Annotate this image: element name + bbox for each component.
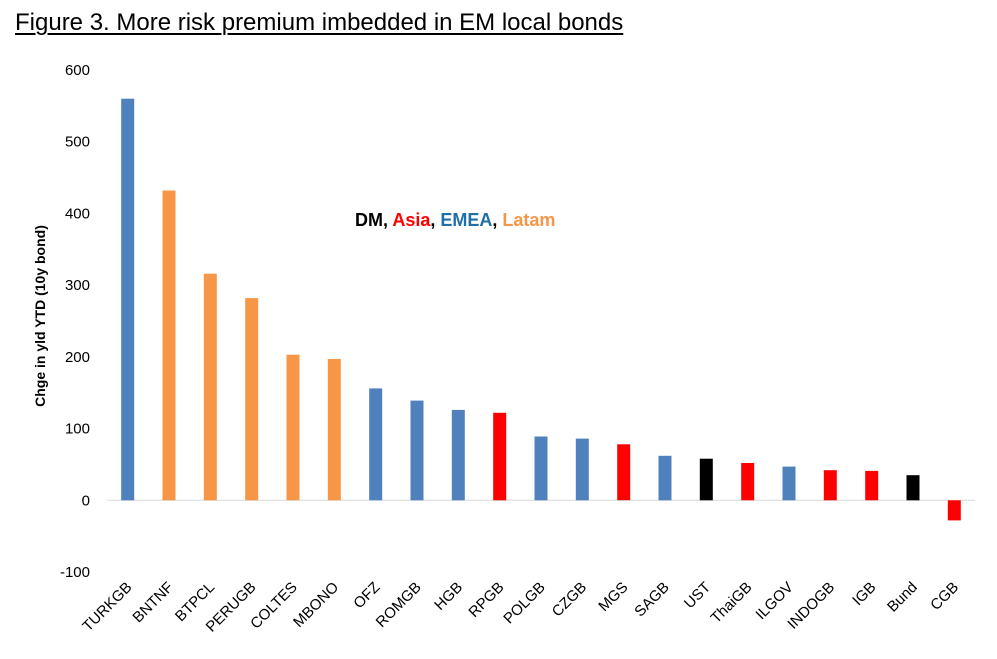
bar-bntnf [162, 190, 176, 501]
x-tick-label: POLGB [500, 579, 549, 628]
y-tick-label: 200 [65, 349, 90, 366]
legend-emea: EMEA [440, 210, 492, 230]
y-tick-label: 0 [82, 492, 90, 509]
bar-indogb [823, 470, 837, 501]
x-tick-label: UST [681, 579, 714, 612]
bar-perugb [245, 298, 259, 501]
bar-sagb [658, 455, 672, 501]
y-tick-label: 600 [65, 62, 90, 79]
y-axis: -100 0 100 200 300 400 500 600 [60, 62, 90, 581]
x-tick-label: CGB [927, 579, 962, 614]
legend-asia: Asia [392, 210, 431, 230]
bar-polgb [534, 436, 548, 501]
x-tick-label: MBONO [290, 579, 342, 631]
bar-ilgov [782, 466, 796, 501]
chart-title: Figure 3. More risk premium imbedded in … [15, 9, 624, 36]
bar-ust [699, 458, 713, 501]
legend: DM, Asia, EMEA, Latam [355, 210, 555, 230]
y-tick-label: 300 [65, 277, 90, 294]
bar-mbono [327, 359, 341, 501]
x-tick-label: BNTNF [129, 579, 176, 626]
bar-mgs [617, 444, 631, 501]
y-tick-label: 100 [65, 421, 90, 438]
bar-btpcl [203, 273, 217, 501]
bar-romgb [410, 400, 424, 501]
bar-thaigb [741, 463, 755, 501]
bar-czgb [575, 438, 589, 501]
bar-rpgb [493, 412, 507, 501]
x-tick-label: ThaiGB [708, 579, 756, 627]
bar-bund [906, 475, 920, 501]
legend-latam: Latam [502, 210, 555, 230]
x-tick-label: HGB [431, 579, 466, 614]
x-tick-label: IGB [849, 579, 879, 609]
bar-coltes [286, 354, 300, 501]
bars [121, 98, 961, 521]
y-tick-label: -100 [60, 564, 90, 581]
bar-cgb [947, 500, 961, 521]
y-axis-label: Chge in yld YTD (10y bond) [32, 225, 48, 407]
bar-ofz [369, 388, 383, 501]
x-tick-label: TURKGB [79, 579, 135, 635]
bar-igb [865, 470, 879, 501]
bar-turkgb [121, 98, 135, 501]
x-tick-label: OFZ [350, 579, 383, 612]
x-tick-label: Bund [884, 579, 921, 616]
legend-dm: DM [355, 210, 383, 230]
x-tick-label: SAGB [631, 579, 672, 620]
x-tick-label: CZGB [549, 579, 590, 620]
y-tick-label: 400 [65, 205, 90, 222]
x-tick-label: MGS [595, 579, 631, 615]
x-tick-label: ROMGB [373, 579, 425, 631]
bar-hgb [451, 409, 465, 501]
y-tick-label: 500 [65, 134, 90, 151]
